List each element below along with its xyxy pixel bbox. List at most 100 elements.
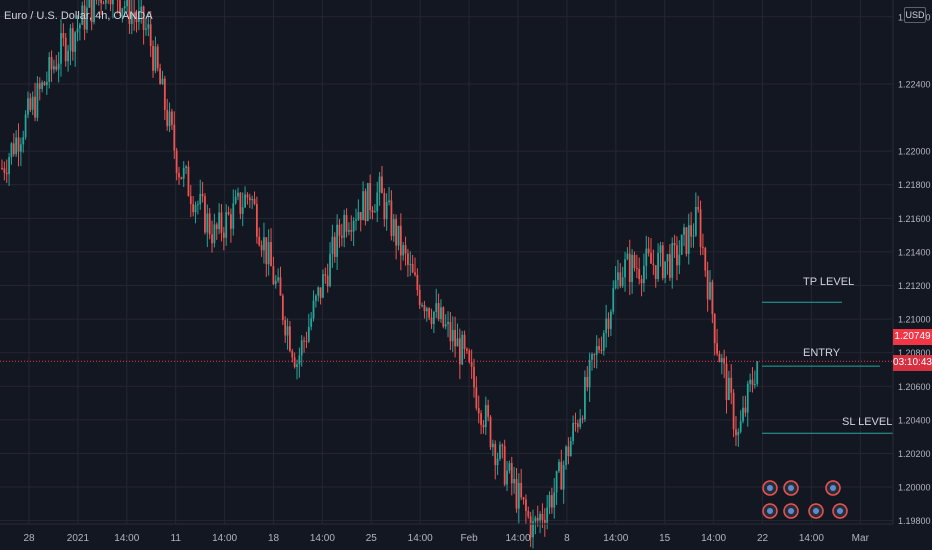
candle-body xyxy=(189,196,192,205)
y-tick-label: 1.20200 xyxy=(898,449,931,459)
candle-body xyxy=(182,167,185,179)
currency-badge[interactable]: USD xyxy=(904,7,926,23)
candle-body xyxy=(140,6,143,12)
candle-body xyxy=(22,137,25,145)
candle-body xyxy=(732,392,735,430)
candle-body xyxy=(527,510,530,517)
candle-body xyxy=(473,366,475,388)
time-axis[interactable]: 28 2021 14:00 11 14:00 18 14:00 25 14:00 Feb 14:00… xyxy=(23,533,869,544)
candle-body xyxy=(159,68,162,85)
candle-body xyxy=(491,443,494,448)
candle-body xyxy=(206,213,209,233)
x-tick-label: 11 xyxy=(171,533,182,544)
candle-body xyxy=(41,82,44,89)
candle-body xyxy=(466,348,468,351)
candle-body xyxy=(484,405,487,428)
candle-body xyxy=(34,96,36,118)
candle-body xyxy=(607,318,610,329)
candle-body xyxy=(234,196,237,204)
candle-body xyxy=(27,98,29,115)
x-tick-label: 14:00 xyxy=(114,533,139,544)
candle-body xyxy=(654,265,657,279)
candle-body xyxy=(163,78,166,111)
candle-body xyxy=(746,383,749,413)
candle-body xyxy=(300,340,303,356)
candle-body xyxy=(444,324,447,327)
candle-body xyxy=(86,7,88,30)
candle-body xyxy=(253,198,256,204)
event-markers xyxy=(762,480,848,519)
candle-body xyxy=(100,0,103,4)
candle-body xyxy=(418,290,421,306)
candle-body xyxy=(690,225,693,237)
level-lines xyxy=(0,301,893,434)
sl-level-label: SL LEVEL xyxy=(842,416,893,428)
y-tick-label: 1.21400 xyxy=(898,247,931,257)
candle-body xyxy=(548,495,551,508)
candle-body xyxy=(8,157,10,175)
candle-body xyxy=(277,277,280,281)
candle-body xyxy=(614,280,617,289)
candle-body xyxy=(423,305,426,312)
candle-body xyxy=(709,282,711,300)
symbol-title[interactable]: Euro / U.S. Dollar, 4h, OANDA xyxy=(4,10,153,22)
candle-body xyxy=(742,407,744,422)
candle-body xyxy=(404,245,407,254)
candle-body xyxy=(166,110,169,127)
candle-body xyxy=(560,461,563,490)
candle-body xyxy=(727,377,730,400)
candle-body xyxy=(461,334,464,365)
candle-body xyxy=(697,207,700,210)
x-tick-label: 14:00 xyxy=(701,533,726,544)
candle-body xyxy=(694,207,697,236)
candle-body xyxy=(737,431,740,436)
candle-body xyxy=(454,329,457,347)
y-tick-label: 1.21800 xyxy=(898,180,931,190)
candle-body xyxy=(286,326,289,336)
candle-body xyxy=(350,230,353,232)
candle-body xyxy=(90,0,93,23)
candle-body xyxy=(440,307,442,320)
candle-body xyxy=(324,274,327,276)
candle-body xyxy=(258,236,261,246)
candle-body xyxy=(135,17,138,22)
candle-body xyxy=(343,214,346,238)
candle-body xyxy=(102,3,105,5)
candle-body xyxy=(468,350,471,362)
candle-body xyxy=(428,308,431,318)
candle-body xyxy=(666,254,669,262)
candle-body xyxy=(317,287,320,296)
candle-body xyxy=(227,212,230,215)
y-tick-label: 1.19800 xyxy=(898,516,931,526)
candle-body xyxy=(55,66,58,70)
candle-body xyxy=(326,275,329,287)
candle-body xyxy=(749,379,752,384)
candle-body xyxy=(730,377,733,393)
y-tick-label: 1.21000 xyxy=(898,315,931,325)
candle-body xyxy=(546,507,549,523)
candle-body xyxy=(263,237,265,251)
candle-body xyxy=(725,363,728,400)
candle-body xyxy=(171,111,173,125)
candle-body xyxy=(553,492,556,508)
candle-body xyxy=(617,272,619,281)
candle-body xyxy=(147,24,150,29)
candle-body xyxy=(67,50,69,62)
candle-body xyxy=(621,277,624,287)
candle-body xyxy=(265,237,268,265)
candle-body xyxy=(385,202,388,220)
candle-body xyxy=(647,248,650,254)
candle-body xyxy=(220,212,223,233)
candle-body xyxy=(463,334,466,349)
flag-icon xyxy=(788,508,794,514)
candle-body xyxy=(279,277,282,296)
candle-body xyxy=(388,200,390,203)
candle-body xyxy=(678,254,681,266)
candle-body xyxy=(506,470,508,485)
candle-body xyxy=(281,295,284,321)
candle-body xyxy=(718,353,721,363)
candle-body xyxy=(676,245,678,266)
candle-body xyxy=(449,321,452,342)
candle-body xyxy=(208,213,211,235)
